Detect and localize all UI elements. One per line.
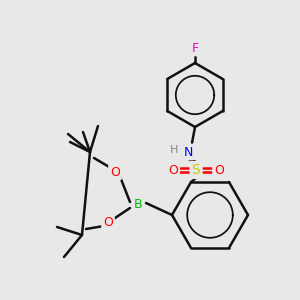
Text: B: B — [134, 199, 142, 212]
Text: O: O — [103, 215, 113, 229]
Text: F: F — [191, 41, 199, 55]
Text: H: H — [170, 145, 178, 155]
Text: O: O — [168, 164, 178, 176]
Text: N: N — [183, 146, 193, 158]
Text: S: S — [192, 163, 200, 177]
Text: O: O — [110, 166, 120, 178]
Text: O: O — [214, 164, 224, 176]
